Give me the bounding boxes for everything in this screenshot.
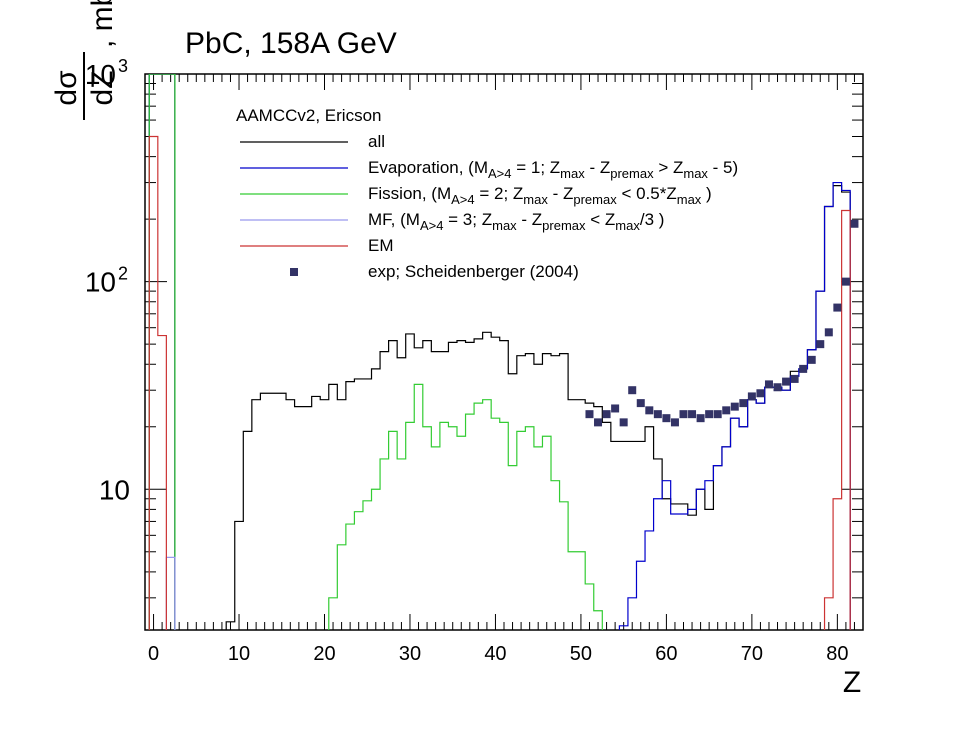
x-ticks: 0 10 20 30 40 50 60 70 80 [148,74,855,665]
y-axis-label: dσ dZ , mb [50,0,119,120]
exp-data-point [722,406,731,415]
x-tick-label: 10 [228,643,250,665]
exp-data-point [833,303,842,312]
exp-data-point [670,418,679,427]
exp-data-point [807,355,816,364]
chart-title: PbC, 158A GeV [185,27,397,60]
exp-data-point [611,404,620,413]
exp-data-point [824,328,833,337]
legend-marker [290,268,298,276]
exp-data-point [645,406,654,415]
y-label-unit: , mb [86,0,119,48]
exp-data-point [619,418,628,427]
y-tick-label-exponent: 2 [118,264,128,284]
exp-data-point [850,219,859,228]
exp-data-point [585,410,594,419]
exp-data-point [739,399,748,408]
legend-entry-label: EM [368,236,394,255]
exp-data-point [841,277,850,286]
x-tick-label: 20 [313,643,335,665]
legend-entry-label: exp; Scheidenberger (2004) [368,262,579,281]
y-label-denominator: dZ [86,70,119,105]
x-tick-label: 80 [826,643,848,665]
y-tick-label: 10 [99,474,130,505]
legend-entry-label: MF, (MA>4 = 3; Zmax - Zpremax < Zmax/3 ) [368,210,664,233]
exp-data-point [782,377,791,386]
exp-data-point [713,410,722,419]
exp-data-point [705,410,714,419]
legend: AAMCCv2, Ericson all Evaporation, (MA>4 = … [236,106,738,281]
exp-data-point [628,386,637,395]
y-label-numerator: dσ [50,70,83,106]
legend-header: AAMCCv2, Ericson [236,106,381,125]
legend-entry-label: all [368,132,385,151]
exp-data-point [696,414,705,423]
exp-data-point [790,374,799,383]
exp-data-point [636,399,645,408]
exp-data-point [756,389,765,398]
exp-data-point [679,410,688,419]
exp-data-point [602,410,611,419]
exp-data-point [594,418,603,427]
x-tick-label: 40 [484,643,506,665]
exp-data-point [730,402,739,411]
y-tick-label: 10 [85,267,116,298]
series-layer [148,74,859,630]
x-tick-label: 50 [570,643,592,665]
exp-data-point [688,410,697,419]
legend-entry-label: Evaporation, (MA>4 = 1; Zmax - Zpremax >… [368,158,738,181]
exp-data-point [662,414,671,423]
x-axis-label: Z [843,666,861,699]
x-tick-label: 70 [741,643,763,665]
exp-data-point [747,392,756,401]
series-3-histogram [165,556,176,630]
exp-data-point [816,340,825,349]
legend-entry-label: Fission, (MA>4 = 2; Zmax - Zpremax < 0.5… [368,184,712,207]
y-tick-label-exponent: 3 [118,56,128,76]
exp-data-point [764,380,773,389]
x-tick-label: 60 [655,643,677,665]
x-tick-label: 0 [148,643,159,665]
exp-data-point [653,410,662,419]
exp-data-point [773,383,782,392]
exp-data-point [799,364,808,373]
series-4-histogram [148,135,851,630]
plot-frame [144,73,864,631]
y-tick-label: 10 [85,59,116,90]
x-tick-label: 30 [399,643,421,665]
